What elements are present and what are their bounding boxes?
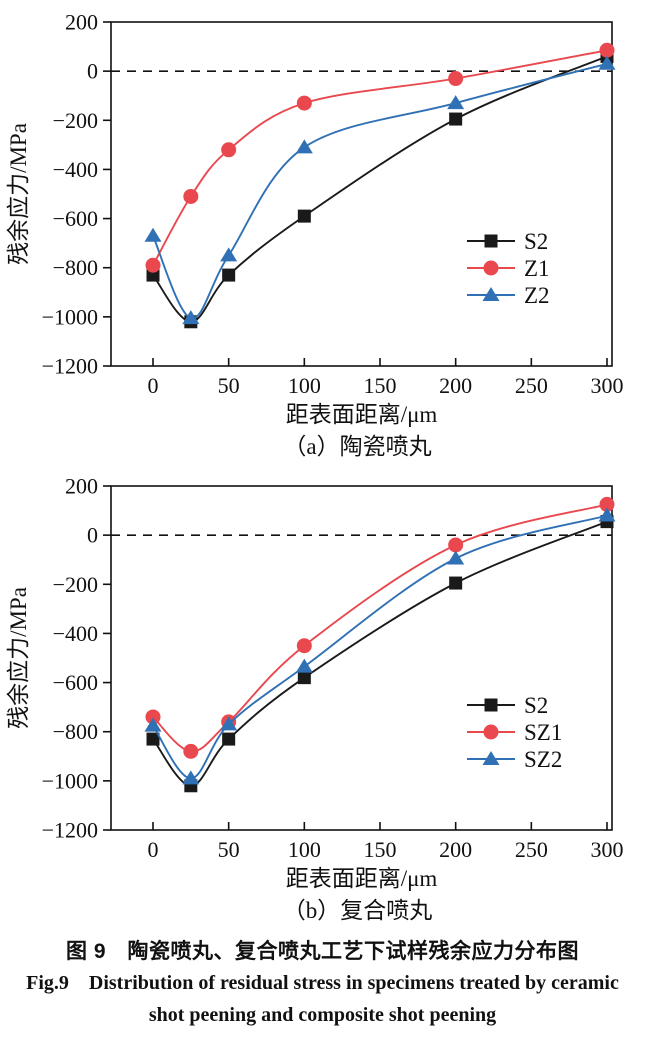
series-marker-Z1 xyxy=(599,42,615,58)
y-tick-label: −1200 xyxy=(42,354,98,379)
x-tick-label: 0 xyxy=(148,837,159,862)
x-tick-label: 200 xyxy=(439,837,472,862)
x-tick-label: 250 xyxy=(515,373,548,398)
chart-b: 200 0 −200 −400 −600 −800 −1000 −1200 0 50 100 150 2… xyxy=(0,464,645,928)
legend-label-S2: S2 xyxy=(524,229,548,254)
legend-marker-SZ1 xyxy=(483,724,499,740)
x-tick-label: 150 xyxy=(364,837,397,862)
series-marker-SZ2 xyxy=(182,770,200,785)
legend-marker-SZ2 xyxy=(482,751,500,765)
y-tick-label: −200 xyxy=(53,108,98,133)
legend-marker-S2 xyxy=(484,234,498,248)
y-tick-label: −1200 xyxy=(42,818,98,843)
legend-label-S2: S2 xyxy=(524,693,548,718)
y-tick-label: 200 xyxy=(65,10,98,35)
chart-a: 200 0 −200 −400 −600 −800 −1000 −1200 0 50 100 150 2… xyxy=(0,0,645,464)
x-tick-label: 100 xyxy=(288,837,321,862)
series-marker-Z2 xyxy=(447,95,465,110)
series-marker-S2 xyxy=(297,671,311,685)
legend-label-SZ2: SZ2 xyxy=(524,747,562,772)
legend-label-Z2: Z2 xyxy=(524,283,550,308)
y-tick-label: −200 xyxy=(53,572,98,597)
figure-caption-zh: 图 9 陶瓷喷丸、复合喷丸工艺下试样残余应力分布图 xyxy=(65,940,579,963)
series-marker-Z1 xyxy=(145,257,161,273)
legend-marker-Z2 xyxy=(482,287,500,301)
figure-caption-en-line1: Fig.9 Distribution of residual stress in… xyxy=(26,972,619,994)
y-tick-label: −800 xyxy=(53,255,98,280)
series-marker-Z2 xyxy=(220,247,238,262)
series-marker-Z2 xyxy=(598,55,616,70)
series-marker-S2 xyxy=(449,112,463,126)
y-tick-label: −600 xyxy=(53,206,98,231)
x-axis-title: 距表面距离/μm xyxy=(286,402,438,427)
x-tick-label: 200 xyxy=(439,373,472,398)
legend-marker-Z1 xyxy=(483,260,499,276)
y-tick-label: −800 xyxy=(53,719,98,744)
plot-frame xyxy=(110,21,613,367)
series-marker-SZ2 xyxy=(598,507,616,522)
series-marker-Z1 xyxy=(221,142,237,158)
y-axis-title: 残余应力/MPa xyxy=(6,587,31,729)
series-marker-Z2 xyxy=(144,227,162,242)
series-marker-SZ2 xyxy=(144,717,162,732)
y-tick-label: 200 xyxy=(65,474,98,499)
x-tick-label: 50 xyxy=(218,373,240,398)
legend-label-Z1: Z1 xyxy=(524,256,550,281)
series-marker-Z2 xyxy=(295,139,313,154)
series-line-S2 xyxy=(152,55,608,323)
x-axis-title: 距表面距离/μm xyxy=(286,866,438,891)
y-tick-label: −400 xyxy=(53,621,98,646)
series-marker-S2 xyxy=(449,576,463,590)
legend-label-SZ1: SZ1 xyxy=(524,720,562,745)
series-marker-SZ2 xyxy=(447,550,465,565)
figure-caption-en-line2: shot peening and composite shot peening xyxy=(148,1004,497,1026)
series-marker-S2 xyxy=(297,209,311,223)
y-tick-label: −600 xyxy=(53,670,98,695)
chart-subcaption: （b）复合喷丸 xyxy=(283,898,433,923)
series-marker-Z1 xyxy=(183,188,199,204)
y-tick-label: 0 xyxy=(87,59,98,84)
series-marker-Z1 xyxy=(448,71,464,87)
y-axis-title: 残余应力/MPa xyxy=(6,123,31,265)
x-tick-label: 0 xyxy=(148,373,159,398)
series-marker-SZ2 xyxy=(295,658,313,673)
x-tick-label: 150 xyxy=(364,373,397,398)
series-marker-S2 xyxy=(222,732,236,746)
figure-caption-en: Fig.9 Distribution of residual stress in… xyxy=(0,967,645,1031)
x-tick-label: 100 xyxy=(288,373,321,398)
x-tick-label: 300 xyxy=(591,373,624,398)
series-marker-SZ1 xyxy=(599,496,615,512)
y-tick-label: 0 xyxy=(87,523,98,548)
chart-a-canvas: 200 0 −200 −400 −600 −800 −1000 −1200 0 50 100 150 2… xyxy=(6,10,624,460)
series-marker-S2 xyxy=(146,732,160,746)
legend-marker-S2 xyxy=(484,698,498,712)
series-marker-S2 xyxy=(222,268,236,282)
x-tick-label: 300 xyxy=(591,837,624,862)
series-marker-SZ2 xyxy=(220,716,238,731)
series-marker-SZ1 xyxy=(183,743,199,759)
series-marker-Z2 xyxy=(182,310,200,325)
series-marker-Z1 xyxy=(296,95,312,111)
chart-subcaption: （a）陶瓷喷丸 xyxy=(283,434,431,459)
series-marker-SZ1 xyxy=(296,638,312,654)
series-marker-SZ1 xyxy=(145,709,161,725)
y-tick-label: −400 xyxy=(53,157,98,182)
y-tick-label: −1000 xyxy=(42,768,98,793)
x-tick-label: 250 xyxy=(515,837,548,862)
series-marker-SZ1 xyxy=(448,537,464,553)
figure-caption: 图 9 陶瓷喷丸、复合喷丸工艺下试样残余应力分布图 Fig.9 Distribu… xyxy=(0,935,645,1031)
y-tick-label: −1000 xyxy=(42,304,98,329)
chart-b-canvas: 200 0 −200 −400 −600 −800 −1000 −1200 0 50 100 150 2… xyxy=(6,474,624,924)
plot-frame xyxy=(110,485,613,831)
x-tick-label: 50 xyxy=(218,837,240,862)
